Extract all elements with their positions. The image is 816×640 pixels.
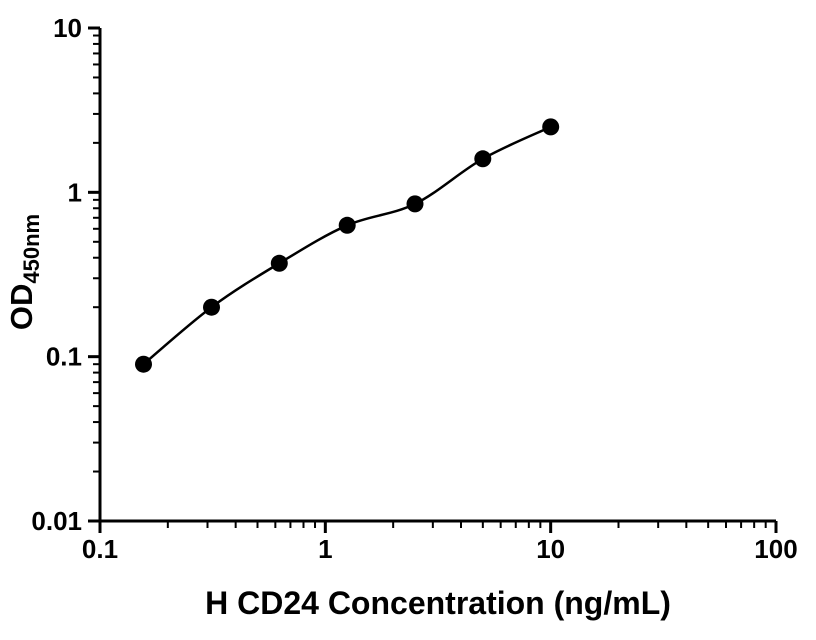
x-tick-label: 100 [754, 534, 797, 564]
data-point [203, 298, 220, 316]
y-tick-label: 0.01 [31, 506, 82, 536]
data-point [338, 216, 356, 234]
data-point [406, 195, 424, 213]
y-axis-title: OD450nm [4, 214, 44, 330]
data-layer [135, 118, 560, 373]
x-tick-label: 10 [536, 534, 565, 564]
data-point [270, 254, 288, 272]
data-point [542, 118, 560, 136]
y-tick-label: 0.1 [46, 342, 82, 372]
y-axis-title-sub: 450nm [19, 214, 44, 284]
x-tick-label: 0.1 [82, 534, 118, 564]
x-axis-title: H CD24 Concentration (ng/mL) [205, 585, 671, 621]
data-point [474, 150, 492, 168]
y-axis-title-base: OD [4, 284, 39, 331]
x-tick-label: 1 [318, 534, 332, 564]
y-tick-label: 10 [53, 13, 82, 43]
y-tick-label: 1 [68, 177, 82, 207]
data-point [135, 355, 152, 373]
